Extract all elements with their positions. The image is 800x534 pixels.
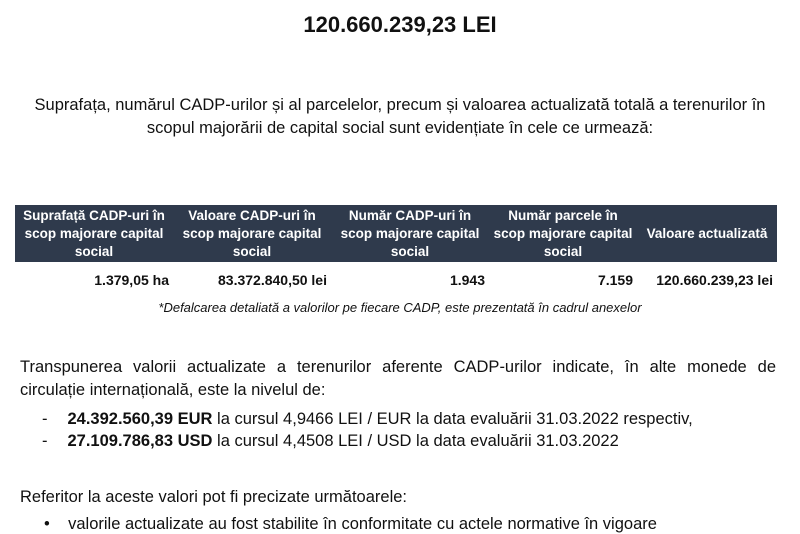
cell-valoare-cadp: 83.372.840,50 lei: [218, 272, 327, 288]
cadp-summary-table: Suprafață CADP-uri în scop majorare capi…: [15, 205, 777, 288]
eur-amount: 24.392.560,39 EUR: [67, 410, 213, 428]
cell-numar-parcele: 7.159: [597, 272, 633, 288]
cell-numar-cadp: 1.943: [449, 272, 485, 288]
intro-paragraph: Suprafața, numărul CADP-urilor și al par…: [34, 96, 766, 137]
conversion-paragraph: Transpunerea valorii actualizate a teren…: [20, 358, 776, 399]
usd-rate-text: la cursul 4,4508 LEI / USD la data evalu…: [212, 432, 619, 450]
header-valoare-cadp: Valoare CADP-uri în scop majorare capita…: [173, 205, 331, 262]
conversion-item-usd: -27.109.786,83 USD la cursul 4,4508 LEI …: [42, 432, 619, 450]
document-title: 120.660.239,23 LEI: [303, 12, 497, 37]
bullet-item: • valorile actualizate au fost stabilite…: [44, 515, 657, 533]
cell-suprafata: 1.379,05 ha: [94, 272, 169, 288]
header-valoare-actualizata: Valoare actualizată: [637, 205, 777, 262]
table-header-row: Suprafață CADP-uri în scop majorare capi…: [15, 205, 777, 262]
table-row: 1.379,05 ha 83.372.840,50 lei 1.943 7.15…: [15, 262, 777, 288]
header-numar-cadp: Număr CADP-uri în scop majorare capital …: [331, 205, 489, 262]
bullet-text: valorile actualizate au fost stabilite î…: [68, 515, 657, 533]
usd-amount: 27.109.786,83 USD: [67, 432, 213, 450]
notes-intro: Referitor la aceste valori pot fi preciz…: [20, 488, 408, 506]
cell-valoare-actualizata: 120.660.239,23 lei: [656, 272, 773, 288]
table-footnote: *Defalcarea detaliată a valorilor pe fie…: [158, 300, 642, 315]
header-suprafata: Suprafață CADP-uri în scop majorare capi…: [15, 205, 173, 262]
eur-rate-text: la cursul 4,9466 LEI / EUR la data evalu…: [212, 410, 693, 428]
header-numar-parcele: Număr parcele în scop majorare capital s…: [489, 205, 637, 262]
conversion-item-eur: -24.392.560,39 EUR la cursul 4,9466 LEI …: [42, 410, 693, 428]
